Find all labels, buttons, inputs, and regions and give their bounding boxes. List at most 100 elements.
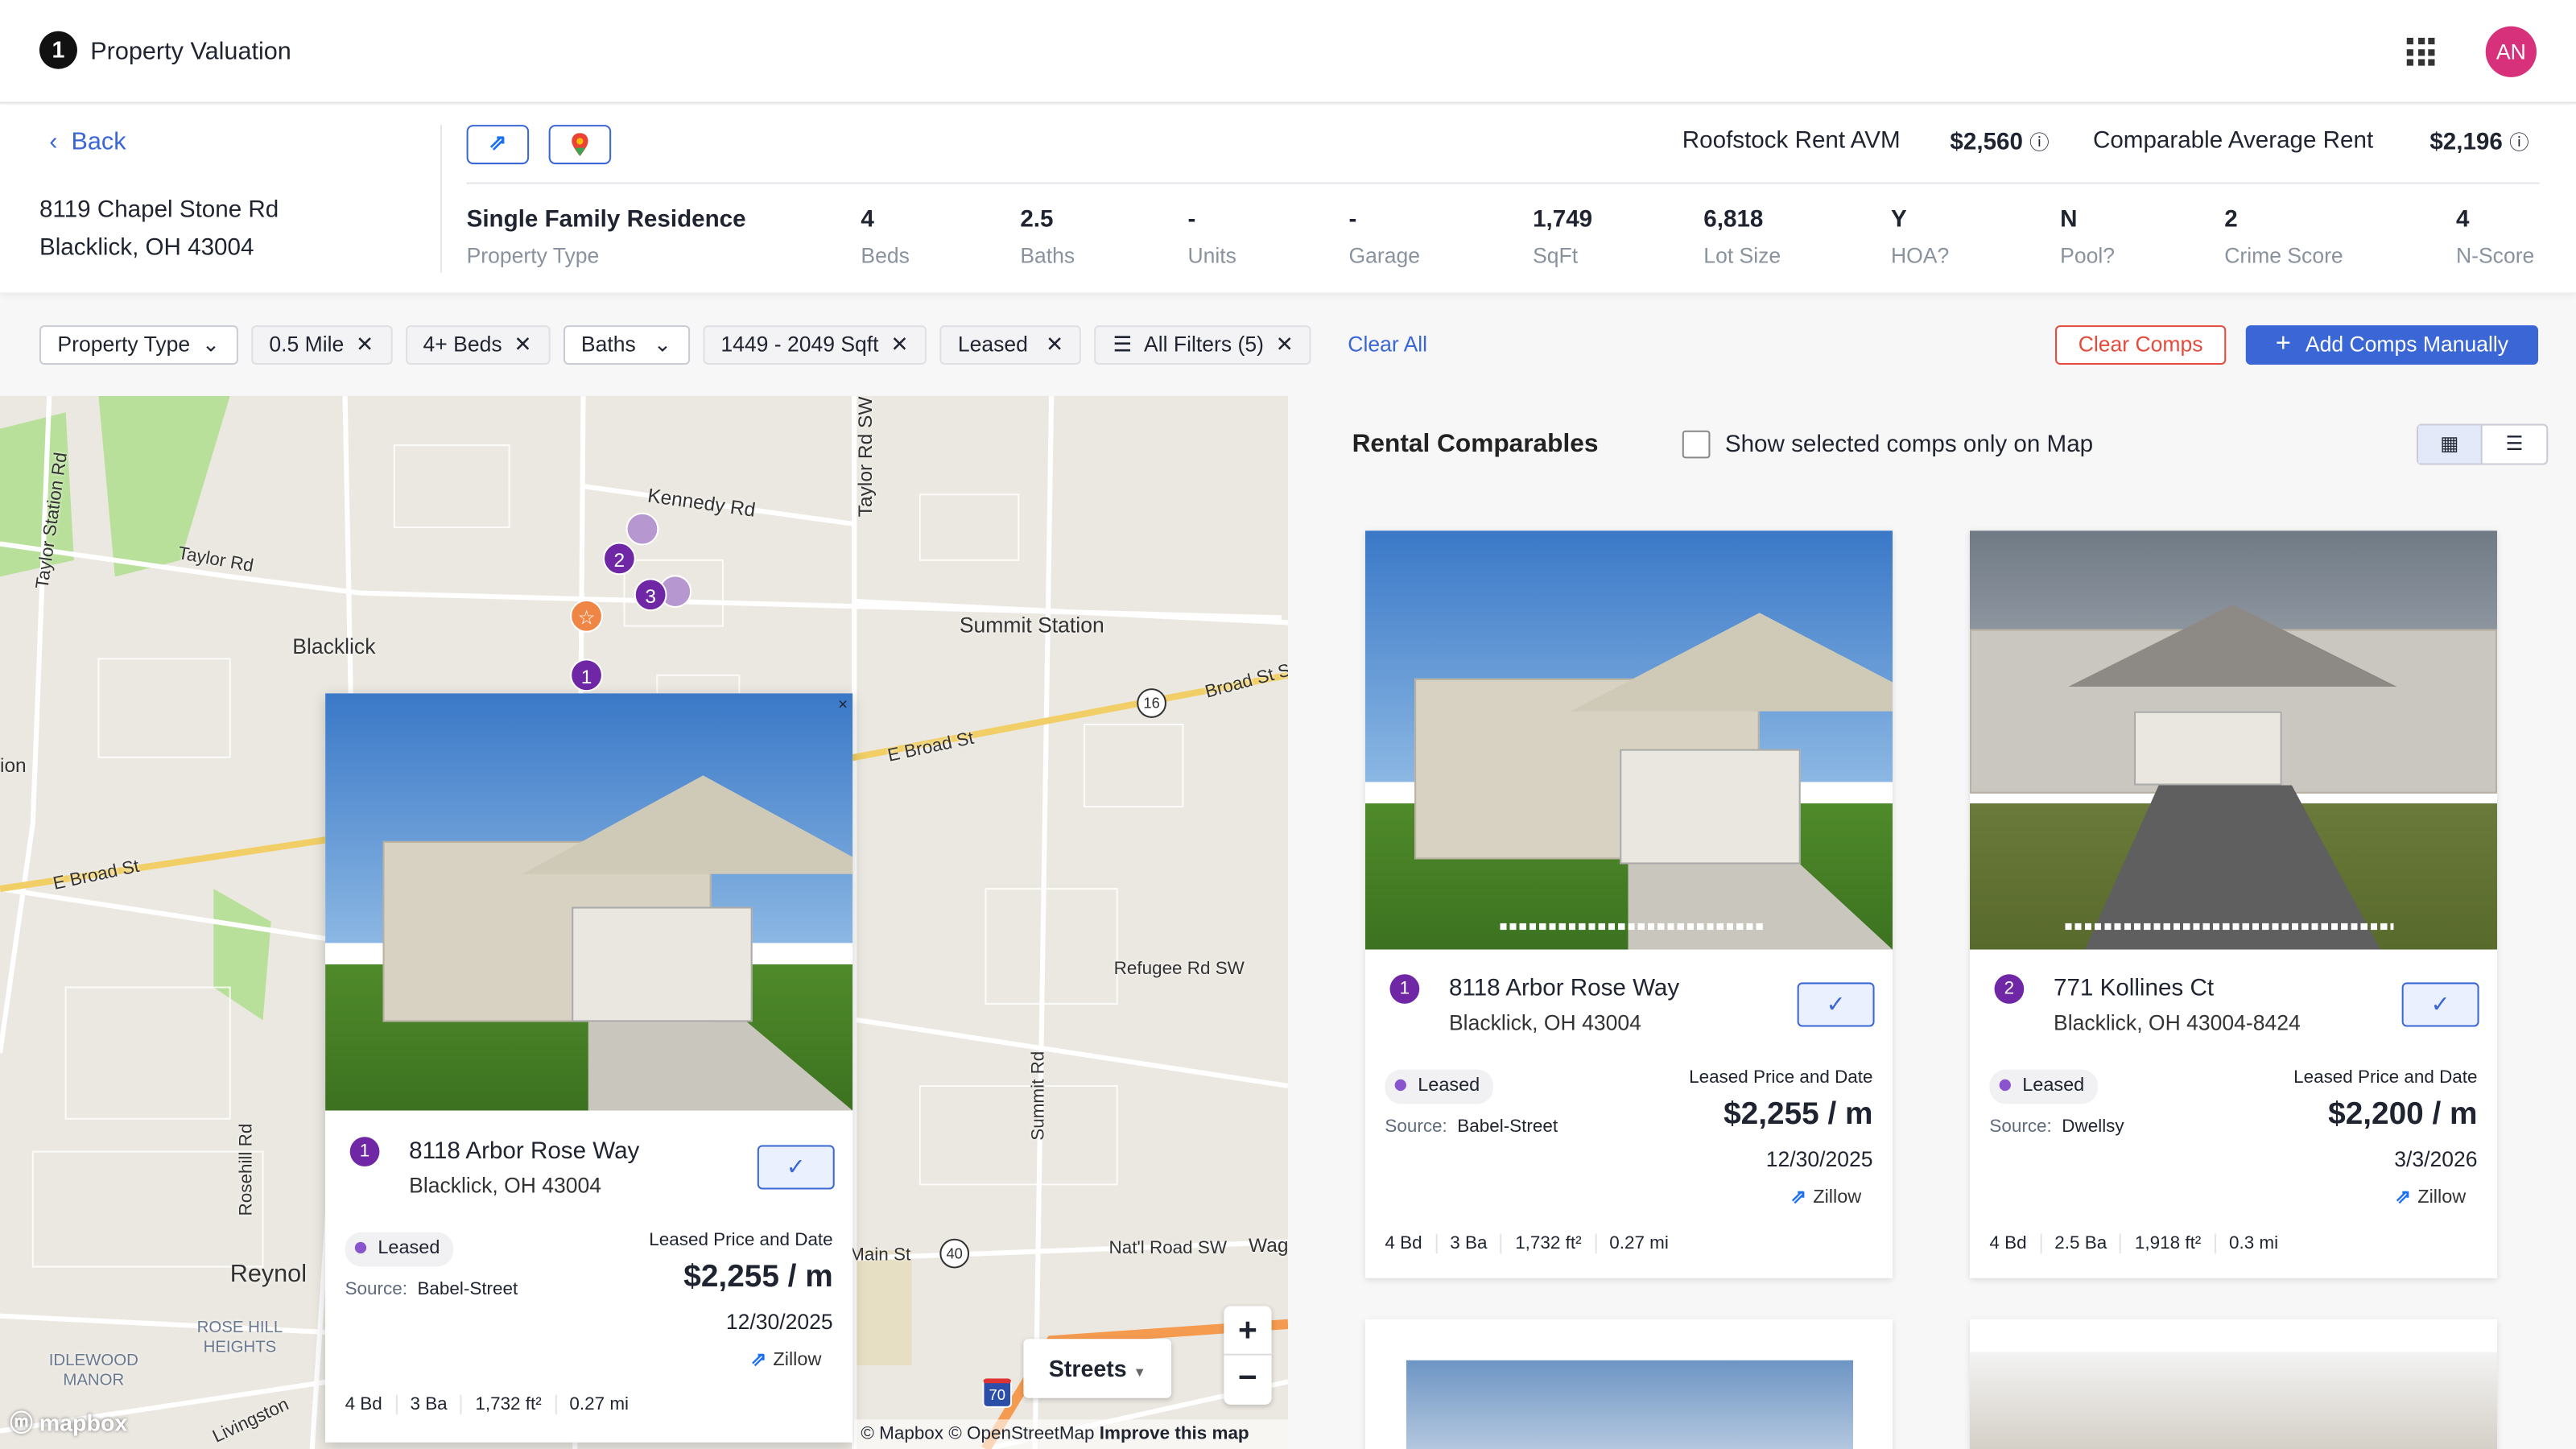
filter-all-filters[interactable]: ☰ All Filters (5) ✕ [1095, 325, 1312, 365]
stat-label: Garage [1348, 243, 1421, 268]
property-photo[interactable] [1969, 530, 2498, 950]
source-label: Source: [1385, 1117, 1447, 1137]
clear-comps-button[interactable]: Clear Comps [2055, 325, 2227, 365]
avm-label: Roofstock Rent AVM [1682, 128, 1901, 155]
comp-date: 12/30/2025 [1765, 1146, 1873, 1172]
subject-property-star-icon[interactable]: ☆ [570, 599, 603, 633]
map-pin-1[interactable]: 1 [570, 658, 603, 692]
map-style-select[interactable]: Streets ▼ [1023, 1339, 1172, 1398]
zoom-controls: + − [1224, 1306, 1272, 1405]
back-label: Back [71, 128, 126, 156]
status-badge: Leased [1989, 1069, 2098, 1104]
zoom-out-button[interactable]: − [1238, 1360, 1257, 1397]
status-label: Leased [1418, 1075, 1480, 1096]
fact-distance: 0.3 mi [2214, 1233, 2292, 1254]
comp-title[interactable]: 8118 Arbor Rose Way [409, 1138, 640, 1165]
comp-subtitle: Blacklick, OH 43004 [409, 1173, 602, 1198]
subject-address: 8119 Chapel Stone Rd Blacklick, OH 43004 [39, 192, 279, 268]
stat-property-type: Single Family Residence Property Type [467, 207, 746, 268]
clear-all-link[interactable]: Clear All [1348, 332, 1428, 357]
filter-beds[interactable]: 4+ Beds ✕ [405, 325, 551, 365]
select-comp-checkbox[interactable]: ✓ [2401, 982, 2479, 1027]
attribution-text[interactable]: © Mapbox © OpenStreetMap [861, 1424, 1095, 1444]
comp-facts: 4 Bd 2.5 Ba 1,918 ft² 0.3 mi [1989, 1233, 2292, 1254]
property-photo[interactable] [1364, 530, 1893, 950]
stat-label: Pool? [2060, 243, 2116, 268]
close-icon[interactable]: ✕ [349, 332, 374, 357]
show-selected-label[interactable]: Show selected comps only on Map [1724, 431, 2094, 459]
fact-beds: 4 Bd [345, 1394, 382, 1415]
map-label: Taylor Rd SW [853, 396, 877, 518]
fact-sqft: 1,732 ft² [460, 1394, 555, 1415]
map-pin-cluster[interactable] [625, 512, 659, 546]
select-comp-checkbox[interactable]: ✓ [757, 1145, 835, 1190]
close-icon[interactable]: ✕ [1269, 332, 1294, 357]
filter-baths[interactable]: Baths ⌄ [563, 325, 690, 365]
zillow-link[interactable]: ⇗ Zillow [1790, 1184, 1861, 1208]
filter-property-type[interactable]: Property Type ⌄ [39, 325, 238, 365]
filter-sqft[interactable]: 1449 - 2049 Sqft ✕ [702, 325, 927, 365]
show-selected-checkbox[interactable] [1682, 430, 1711, 459]
comp-card[interactable] [1364, 1319, 1893, 1449]
divider [466, 182, 2541, 184]
comp-number-badge: 2 [1994, 974, 2025, 1004]
comp-title[interactable]: 8118 Arbor Rose Way [1448, 976, 1680, 1002]
top-bar: 1 Property Valuation AN [0, 0, 2576, 104]
map-style-label: Streets [1048, 1355, 1127, 1382]
back-button[interactable]: ‹ Back [49, 128, 126, 156]
map-pin-2[interactable]: 2 [602, 542, 636, 576]
comp-card[interactable]: 2 771 Kollines Ct Blacklick, OH 43004-84… [1969, 530, 2498, 1278]
google-maps-icon[interactable] [548, 125, 612, 165]
apps-grid-icon[interactable] [2406, 37, 2435, 66]
route-40-shield: 40 [939, 1238, 970, 1269]
map[interactable]: Kennedy Rd Taylor Rd SW Taylor Station R… [0, 395, 1288, 1449]
comp-price: $2,255 / m [1724, 1097, 1873, 1133]
property-photo[interactable] [325, 693, 853, 1111]
comp-card[interactable] [1969, 1319, 2498, 1449]
comp-source: Source: Dwellsy [1989, 1117, 2124, 1137]
stat-hoa: Y HOA? [1891, 207, 1949, 268]
fact-distance: 0.27 mi [555, 1394, 642, 1415]
stat-value: 1,749 [1533, 207, 1593, 233]
map-label: Reynol [229, 1260, 308, 1288]
select-comp-checkbox[interactable]: ✓ [1797, 982, 1875, 1027]
comp-subtitle: Blacklick, OH 43004-8424 [2054, 1010, 2301, 1035]
app-logo[interactable]: 1 [39, 31, 77, 69]
stat-label: N-Score [2455, 243, 2535, 268]
map-label: Wag [1249, 1233, 1288, 1257]
comp-card[interactable]: 1 8118 Arbor Rose Way Blacklick, OH 4300… [1364, 530, 1893, 1278]
filter-leased[interactable]: Leased ✕ [939, 325, 1082, 365]
photo-carousel-dots[interactable] [2065, 923, 2394, 931]
zillow-icon[interactable]: ⇗ [466, 125, 530, 165]
info-icon[interactable]: ⓘ [2029, 131, 2050, 155]
filter-radius[interactable]: 0.5 Mile ✕ [250, 325, 392, 365]
property-photo[interactable] [1406, 1360, 1854, 1449]
improve-map-link[interactable]: Improve this map [1099, 1424, 1249, 1444]
avatar[interactable]: AN [2485, 26, 2537, 77]
map-pin-3[interactable]: 3 [634, 578, 667, 612]
stat-value: N [2060, 207, 2078, 233]
zoom-in-button[interactable]: + [1224, 1306, 1272, 1356]
close-icon[interactable]: ✕ [884, 332, 909, 357]
zillow-icon: ⇗ [1790, 1187, 1807, 1208]
comp-title[interactable]: 771 Kollines Ct [2054, 976, 2215, 1002]
mapbox-logo[interactable]: ⓜ mapbox [10, 1410, 128, 1436]
close-popup-button[interactable]: × [838, 696, 848, 715]
stat-value: 6,818 [1703, 207, 1764, 233]
property-photo[interactable] [1969, 1352, 2498, 1449]
stat-lot-size: 6,818 Lot Size [1703, 207, 1781, 268]
list-view-icon[interactable]: ☰ [2505, 431, 2524, 456]
photo-carousel-dots[interactable] [1500, 923, 1763, 931]
add-comps-manually-button[interactable]: + Add Comps Manually [2245, 325, 2539, 365]
grid-view-icon[interactable]: ▦ [2418, 425, 2483, 464]
close-icon[interactable]: ✕ [508, 332, 532, 357]
zillow-link[interactable]: ⇗ Zillow [2395, 1184, 2466, 1208]
zillow-icon: ⇗ [2395, 1187, 2412, 1208]
comp-source: Source: Babel-Street [345, 1280, 518, 1299]
comp-subtitle: Blacklick, OH 43004 [1448, 1010, 1641, 1035]
info-icon[interactable]: ⓘ [2509, 131, 2529, 155]
close-icon[interactable]: ✕ [1034, 332, 1064, 357]
comp-source: Source: Babel-Street [1385, 1117, 1558, 1137]
zillow-link[interactable]: ⇗ Zillow [751, 1347, 822, 1370]
add-comps-label: Add Comps Manually [2305, 332, 2509, 357]
